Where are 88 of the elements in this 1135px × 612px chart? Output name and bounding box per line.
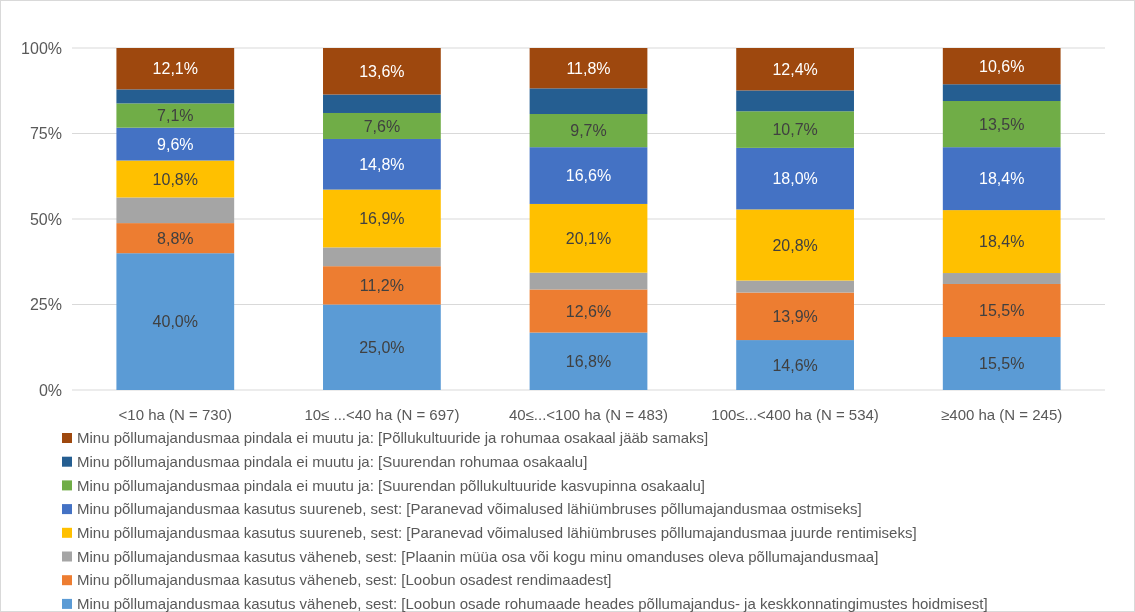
bar <box>942 210 1061 274</box>
bar <box>942 273 1061 284</box>
bar <box>736 48 854 91</box>
bar <box>323 48 441 95</box>
data-label: 12,6% <box>565 302 612 320</box>
data-label: 18,0% <box>772 170 818 188</box>
bar <box>323 266 441 305</box>
data-label: 7,1% <box>157 107 194 125</box>
data-label: 20,8% <box>772 236 818 254</box>
data-label: 16,8% <box>565 352 612 370</box>
bar <box>942 101 1061 148</box>
bar <box>116 223 235 254</box>
bar <box>529 88 648 115</box>
y-tick-label: 50% <box>29 210 62 228</box>
data-label: 25,0% <box>359 338 405 356</box>
data-label: 40,0% <box>152 313 198 331</box>
bar <box>736 292 854 341</box>
bar <box>736 209 854 281</box>
data-label: 9,6% <box>157 135 194 153</box>
bar <box>116 103 235 128</box>
bar <box>529 272 648 290</box>
data-label: 16,6% <box>565 167 612 185</box>
bar <box>736 111 854 148</box>
bar <box>942 147 1061 211</box>
data-label: 9,7% <box>570 122 607 140</box>
data-label: 14,6% <box>772 356 818 374</box>
bar <box>529 332 648 390</box>
bar <box>736 90 854 112</box>
data-label: 18,4% <box>979 233 1025 251</box>
y-tick-label: 75% <box>29 125 62 143</box>
bar <box>529 203 648 273</box>
bar <box>116 197 235 224</box>
bar <box>942 336 1061 390</box>
bar <box>529 147 648 204</box>
bar <box>116 127 235 161</box>
data-label: 15,5% <box>979 302 1025 320</box>
bar <box>116 89 235 104</box>
data-label: 11,2% <box>359 276 404 294</box>
data-label: 15,5% <box>979 355 1025 373</box>
x-tick-label: 40≤...<100 ha (N = 483) <box>508 406 669 423</box>
data-label: 13,5% <box>979 115 1025 133</box>
legend-label: Minu põllumajandusmaa kasutus suureneb, sest: [Paranevad võimalused lähiümbruses põllumajandusmaa juurde rentimiseks] <box>77 524 917 542</box>
bar <box>529 289 648 333</box>
bar <box>736 340 854 390</box>
data-label: 10,8% <box>152 170 198 188</box>
legend-label: Minu põllumajandusmaa pindala ei muutu ja: [Suurendan rohumaa osakaalu] <box>77 452 588 470</box>
data-label: 7,6% <box>363 117 401 135</box>
bar <box>323 138 441 190</box>
bar <box>116 160 235 198</box>
data-label: 13,9% <box>772 307 818 325</box>
y-tick-label: 100% <box>21 39 62 57</box>
data-label: 10,7% <box>772 121 818 139</box>
legend-label: Minu põllumajandusmaa kasutus väheneb, sest: [Loobun osadest rendimaadest] <box>77 571 612 589</box>
bar <box>323 94 441 113</box>
data-label: 11,8% <box>566 59 611 77</box>
x-tick-label: 100≤...<400 ha (N = 534) <box>711 406 879 423</box>
y-tick-label: 25% <box>29 296 62 314</box>
legend-label: Minu põllumajandusmaa pindala ei muutu ja: [Suurendan põllukultuuride kasvupinna osakaalu] <box>77 476 705 494</box>
bar <box>323 189 441 248</box>
bar <box>116 48 235 90</box>
bar <box>942 84 1061 102</box>
bar <box>736 147 854 210</box>
bar <box>323 112 441 139</box>
data-label: 12,4% <box>772 60 818 78</box>
data-label: 10,6% <box>979 57 1025 75</box>
data-label: 16,9% <box>359 210 405 228</box>
bar <box>736 280 854 293</box>
bar <box>942 283 1061 337</box>
bar <box>323 247 441 267</box>
legend-label: Minu põllumajandusmaa pindala ei muutu ja: [Põllukultuuride ja rohumaa osakaal jääb samaks] <box>77 429 709 447</box>
x-tick-label: 10≤ ...<40 ha (N = 697) <box>304 406 460 423</box>
data-label: 12,1% <box>152 60 198 78</box>
bar <box>942 48 1061 85</box>
data-label: 13,6% <box>359 62 405 80</box>
bar <box>116 253 235 390</box>
bar <box>529 48 648 89</box>
y-tick-label: 0% <box>38 381 62 399</box>
legend-label: Minu põllumajandusmaa kasutus suureneb, sest: [Paranevad võimalused lähiümbruses põllumajandusmaa ostmiseks] <box>77 500 862 518</box>
x-tick-label: <10 ha (N = 730) <box>118 406 233 423</box>
x-tick-label: ≥400 ha (N = 245) <box>941 406 1063 423</box>
legend-label: Minu põllumajandusmaa kasutus väheneb, sest: [Plaanin müüa osa või kogu minu omanduses oleva põllumajandusmaa] <box>77 547 879 565</box>
bar <box>323 304 441 390</box>
data-label: 18,4% <box>979 170 1025 188</box>
bar <box>529 114 648 148</box>
data-label: 14,8% <box>359 155 405 173</box>
legend-label: Minu põllumajandusmaa kasutus väheneb, sest: [Loobun osade rohumaade heades põllumajandus- ja keskkonnatingimustes hoidmisest] <box>77 595 988 612</box>
data-label: 8,8% <box>157 229 194 247</box>
data-label: 20,1% <box>565 229 612 247</box>
